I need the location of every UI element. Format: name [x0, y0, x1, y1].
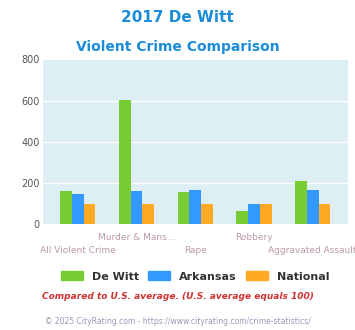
Bar: [307, 190, 318, 224]
Bar: [142, 204, 154, 224]
Bar: [201, 204, 213, 224]
Bar: [178, 192, 189, 224]
Text: All Violent Crime: All Violent Crime: [40, 246, 116, 255]
Bar: [119, 100, 131, 224]
Text: Compared to U.S. average. (U.S. average equals 100): Compared to U.S. average. (U.S. average …: [42, 292, 313, 301]
Text: Robbery: Robbery: [235, 234, 273, 243]
Text: © 2025 CityRating.com - https://www.cityrating.com/crime-statistics/: © 2025 CityRating.com - https://www.city…: [45, 317, 310, 326]
Bar: [60, 191, 72, 224]
Bar: [84, 204, 95, 224]
Bar: [260, 204, 272, 224]
Legend: De Witt, Arkansas, National: De Witt, Arkansas, National: [61, 271, 329, 281]
Bar: [236, 211, 248, 224]
Text: Murder & Mans...: Murder & Mans...: [98, 234, 175, 243]
Bar: [72, 194, 84, 224]
Bar: [318, 204, 330, 224]
Bar: [295, 181, 307, 224]
Text: 2017 De Witt: 2017 De Witt: [121, 10, 234, 25]
Bar: [131, 191, 142, 224]
Text: Rape: Rape: [184, 246, 207, 255]
Text: Violent Crime Comparison: Violent Crime Comparison: [76, 40, 279, 53]
Text: Aggravated Assault: Aggravated Assault: [268, 246, 355, 255]
Bar: [189, 190, 201, 224]
Bar: [248, 204, 260, 224]
